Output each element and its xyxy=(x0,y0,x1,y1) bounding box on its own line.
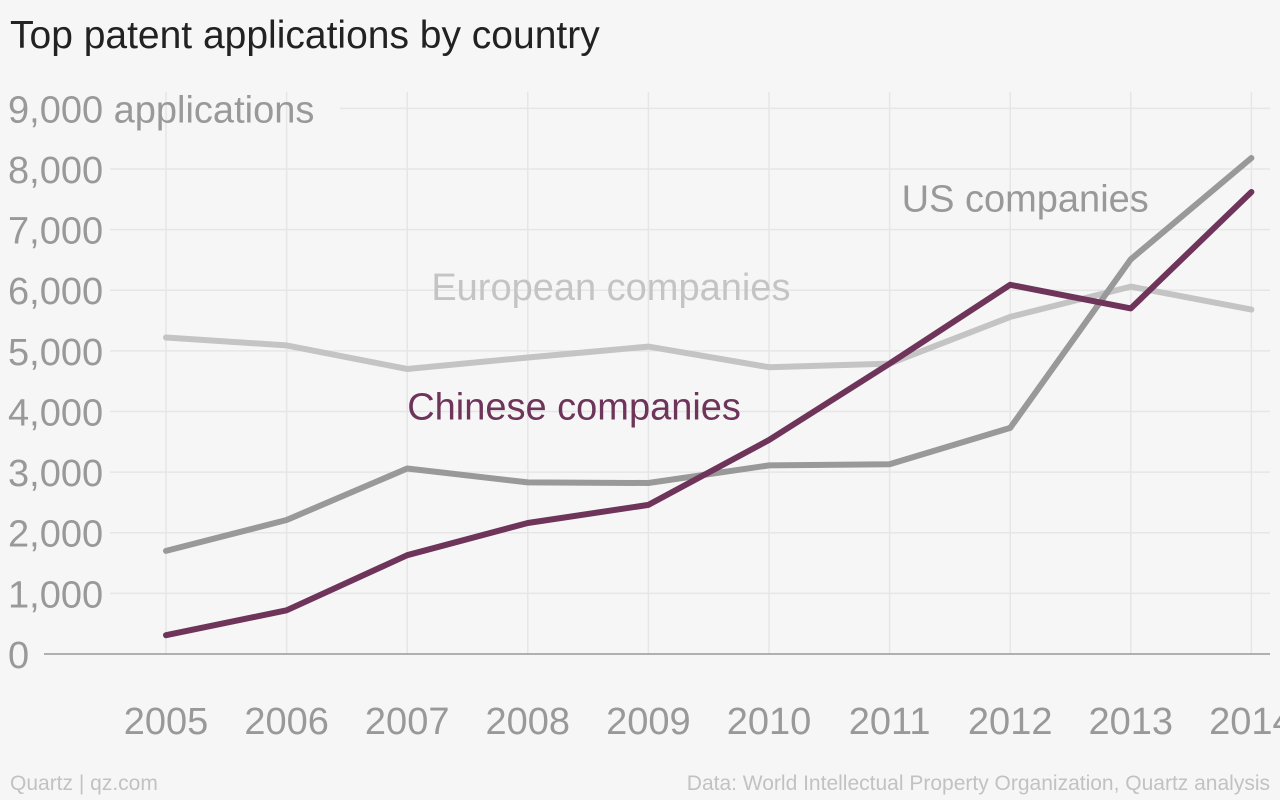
footer-credit: Quartz | qz.com xyxy=(10,772,158,795)
x-tick-label-2012: 2012 xyxy=(968,701,1053,743)
chart-title: Top patent applications by country xyxy=(10,14,600,57)
series-label-chinese-companies: Chinese companies xyxy=(407,387,741,429)
x-tick-label-2011: 2011 xyxy=(849,701,931,743)
y-tick-label-5000: 5,000 xyxy=(8,332,103,374)
series-line-chinese-companies xyxy=(163,189,1255,639)
x-tick-label-2008: 2008 xyxy=(486,701,571,743)
x-tick-label-2006: 2006 xyxy=(244,701,329,743)
y-tick-label-4000: 4,000 xyxy=(8,392,103,434)
y-tick-label-0: 0 xyxy=(8,635,29,677)
x-tick-label-2009: 2009 xyxy=(606,701,691,743)
y-tick-label-3000: 3,000 xyxy=(8,453,103,495)
y-tick-label-9000: 9,000 applications xyxy=(8,89,314,131)
x-tick-label-2005: 2005 xyxy=(124,701,209,743)
y-tick-label-2000: 2,000 xyxy=(8,514,103,556)
series-label-us-companies: US companies xyxy=(902,179,1149,221)
x-tick-label-2007: 2007 xyxy=(365,701,450,743)
x-tick-label-2014: 2014 xyxy=(1209,701,1280,743)
series-lines xyxy=(163,155,1255,639)
series-label-european-companies: European companies xyxy=(431,267,790,309)
x-tick-label-2013: 2013 xyxy=(1089,701,1174,743)
y-axis-tick-labels: 0 1,000 2,000 3,000 4,000 5,000 6,000 7,000 8,00… xyxy=(8,89,314,677)
series-line-european-companies xyxy=(163,283,1255,372)
grid-lines xyxy=(44,92,1270,655)
y-tick-label-8000: 8,000 xyxy=(8,150,103,192)
x-tick-label-2010: 2010 xyxy=(727,701,812,743)
footer-source: Data: World Intellectual Property Organi… xyxy=(686,772,1270,795)
series-labels: European companies US companies Chinese co… xyxy=(407,179,1149,429)
y-tick-label-7000: 7,000 xyxy=(8,211,103,253)
x-axis-tick-labels: 2005 2006 2007 2008 2009 2010 2011 2012 2013 2014 xyxy=(124,701,1280,743)
y-tick-label-1000: 1,000 xyxy=(8,574,103,616)
y-tick-label-6000: 6,000 xyxy=(8,271,103,313)
